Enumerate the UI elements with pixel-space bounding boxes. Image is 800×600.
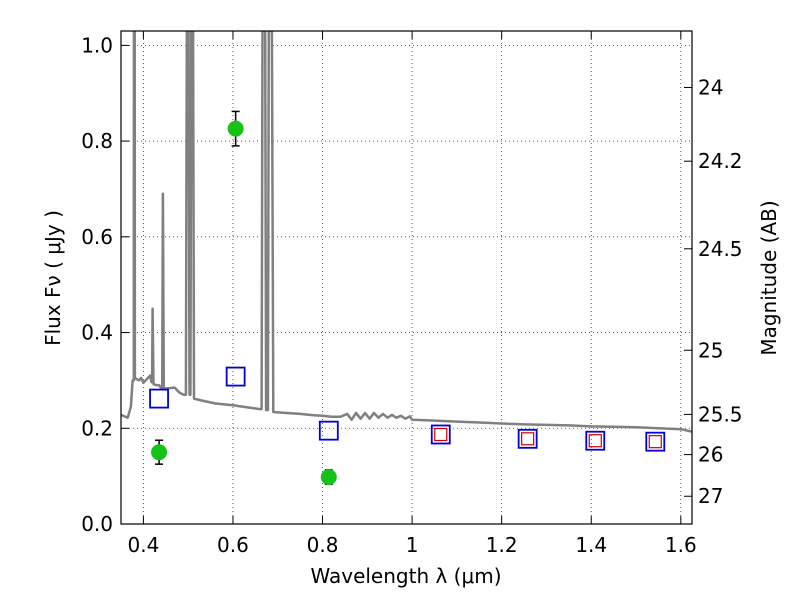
axis-ticks <box>121 31 692 525</box>
y2-tick-label: 26 <box>698 443 723 467</box>
model-square <box>149 388 169 409</box>
plot-area <box>121 31 692 486</box>
plot-frame <box>120 30 693 525</box>
model-inner-square <box>521 432 535 446</box>
model-square <box>225 366 246 387</box>
x-tick-label: 0.6 <box>217 533 249 557</box>
x-tick-label: 0.4 <box>127 533 159 557</box>
spectrum-line <box>121 31 692 433</box>
observed-point <box>320 469 337 486</box>
model-inner-square <box>588 434 602 448</box>
x-tick-label: 1.4 <box>575 533 607 557</box>
y-tick-label: 0.2 <box>81 416 113 440</box>
y-tick-label: 0.8 <box>81 129 113 153</box>
y2-tick-label: 24.5 <box>698 237 743 261</box>
x-axis-title: Wavelength λ (μm) <box>310 564 501 588</box>
x-tick-label: 1.2 <box>486 533 518 557</box>
observed-point <box>151 444 168 461</box>
model-square <box>318 420 339 441</box>
model-square <box>585 430 606 451</box>
model-inner-square <box>648 435 662 449</box>
x-tick-label: 1.6 <box>665 533 697 557</box>
y-axis-title: Flux Fν ( μJy ) <box>41 210 65 346</box>
y-tick-label: 0.6 <box>81 225 113 249</box>
y2-tick-label: 24 <box>698 75 723 99</box>
y2-tick-label: 25.5 <box>698 402 743 426</box>
y2-tick-label: 24.2 <box>698 149 743 173</box>
observed-point <box>227 120 244 137</box>
model-square <box>517 428 538 449</box>
y2-axis-title: Magnitude (AB) <box>757 200 781 355</box>
model-square <box>645 431 666 452</box>
x-tick-label: 0.8 <box>307 533 339 557</box>
x-tick-label: 1 <box>406 533 419 557</box>
model-inner-square <box>434 427 448 442</box>
y2-tick-label: 27 <box>698 484 723 508</box>
grid-lines <box>121 31 692 525</box>
y-tick-label: 1.0 <box>81 33 113 57</box>
axis-labels: 0.4 0.6 0.8 1 1.2 1.4 1.6 0.0 0.2 0.4 0.6 0.8 1.0 24 2… <box>81 33 742 557</box>
model-square <box>430 424 451 445</box>
y-tick-label: 0.0 <box>81 512 113 536</box>
y2-tick-label: 25 <box>698 338 723 362</box>
y-tick-label: 0.4 <box>81 321 113 345</box>
